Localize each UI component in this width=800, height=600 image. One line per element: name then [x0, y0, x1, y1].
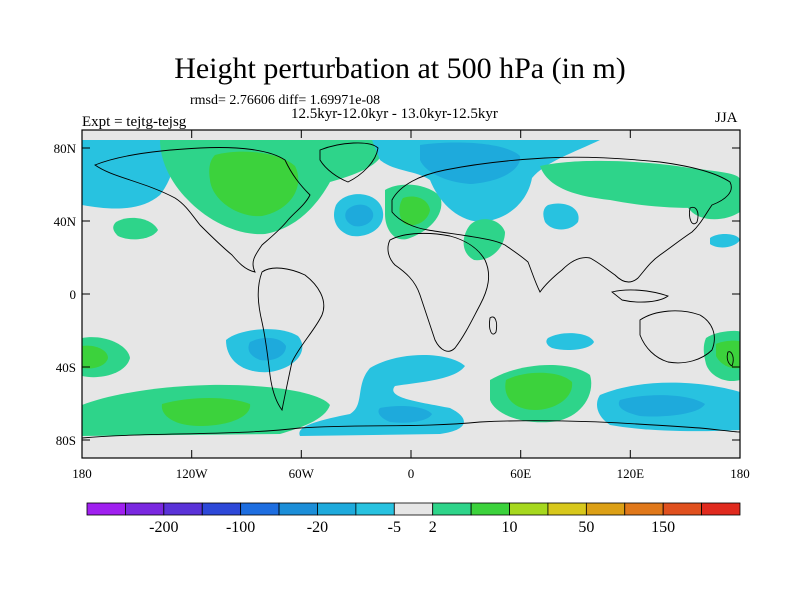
contour-atlantic-dark [345, 204, 374, 227]
contour-europe-lime [399, 196, 430, 226]
contour-namerica-green [113, 217, 158, 240]
coast-indonesia [611, 289, 669, 303]
x-tick-marks [81, 130, 741, 458]
contour-sepac-dark [248, 337, 286, 361]
contour-eurasia-dark [420, 142, 521, 184]
x-tick-180e: 180 [730, 466, 750, 481]
coast-new-zealand [726, 351, 734, 367]
coast-madagascar [489, 316, 498, 335]
y-tick-marks [82, 147, 740, 441]
colorbar-swatch [317, 502, 357, 516]
season-label: JJA [715, 110, 738, 126]
colorbar-label: 10 [501, 519, 518, 536]
y-tick-80s: 80S [56, 433, 76, 448]
colorbar [86, 502, 741, 516]
contour-sindian-blue [546, 333, 594, 350]
experiment-label: Expt = tejtg-tejsg [82, 114, 187, 130]
colorbar-swatch [393, 502, 434, 516]
colorbar-label: -100 [225, 519, 256, 536]
colorbar-swatch [355, 502, 395, 516]
colorbar-swatch [470, 502, 510, 516]
coast-australia [639, 310, 715, 364]
colorbar-swatch [125, 502, 165, 516]
contour-naegean-blue [543, 203, 579, 230]
colorbar-swatch [432, 502, 472, 516]
contour-australia-lime [716, 340, 740, 369]
colorbar-swatch [163, 502, 203, 516]
rmsd-stats: rmsd= 2.76606 diff= 1.69971e-08 [190, 93, 381, 108]
coast-antarctica [82, 420, 740, 439]
colorbar-label: 2 [428, 519, 437, 536]
coast-africa [387, 232, 490, 352]
colorbar-label: 150 [651, 519, 676, 536]
x-tick-180w: 180 [72, 466, 92, 481]
coastlines [82, 142, 740, 439]
colorbar-swatch [701, 502, 741, 516]
colorbar-label: 50 [578, 519, 595, 536]
colorbar-swatch [201, 502, 242, 516]
coast-greenland [319, 142, 379, 183]
contour-mideast-green [463, 219, 505, 261]
colorbar-swatch [509, 502, 549, 516]
period-label: 12.5kyr-12.0kyr - 13.0kyr-12.5kyr [291, 106, 498, 122]
y-tick-0: 0 [70, 287, 77, 302]
contour-satlantic-dark [378, 406, 432, 423]
y-tick-80n: 80N [54, 141, 77, 156]
x-tick-0: 0 [408, 466, 415, 481]
contour-wpacific-blue [710, 234, 740, 248]
contour-sindian-lime [505, 372, 573, 410]
y-tick-40n: 40N [54, 214, 77, 229]
x-tick-120w: 120W [176, 466, 209, 481]
coast-japan [689, 206, 699, 225]
x-tick-120e: 120E [617, 466, 645, 481]
colorbar-label: -20 [306, 519, 329, 536]
colorbar-swatch [86, 502, 126, 516]
colorbar-swatch [662, 502, 702, 516]
chart-title: Height perturbation at 500 hPa (in m) [174, 52, 626, 85]
x-tick-60w: 60W [289, 466, 315, 481]
colorbar-label: -5 [387, 519, 401, 536]
coast-eurasia [391, 156, 732, 293]
contour-npacific-blue [82, 140, 175, 209]
contour-south-lime [161, 398, 251, 426]
coast-south-america [257, 267, 325, 412]
coast-north-america [94, 147, 311, 273]
y-tick-40s: 40S [56, 360, 76, 375]
colorbar-swatch [278, 502, 318, 516]
x-tick-60e: 60E [510, 466, 531, 481]
colorbar-swatch [585, 502, 626, 516]
colorbar-label: -200 [149, 519, 179, 536]
contour-canada-lime [209, 151, 299, 217]
contour-spacific-dark [618, 395, 705, 417]
contour-spac-west-lime [82, 345, 108, 369]
colorbar-swatch [624, 502, 664, 516]
colorbar-swatch [240, 502, 280, 516]
colorbar-swatch [547, 502, 587, 516]
